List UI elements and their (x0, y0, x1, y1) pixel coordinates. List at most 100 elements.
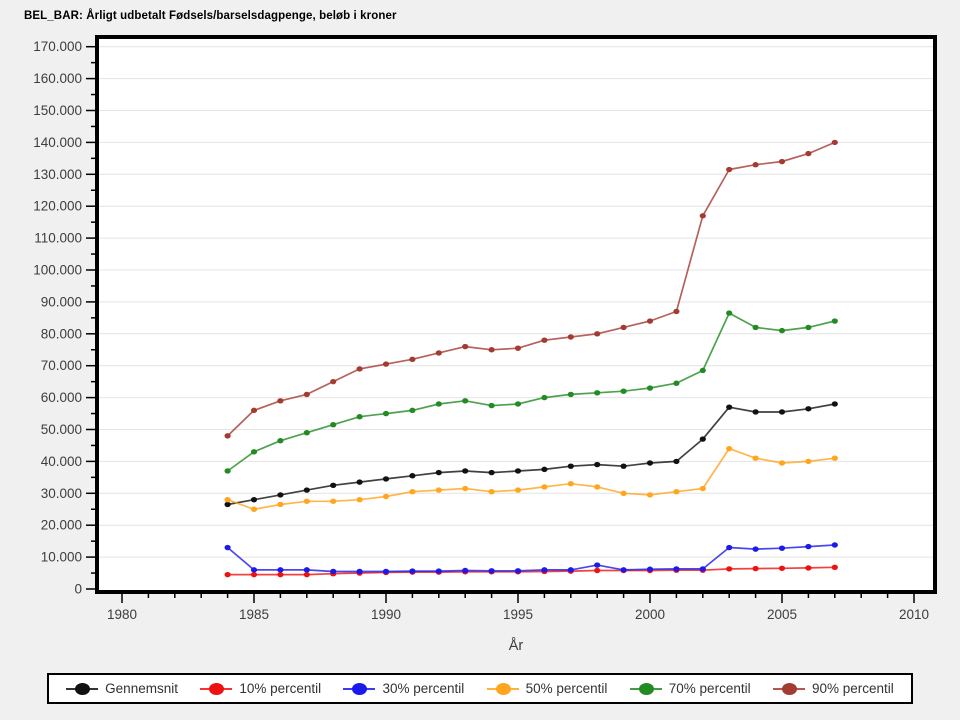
data-point-30-percentil (514, 568, 522, 574)
data-point-30-percentil (382, 568, 390, 575)
data-point-70-percentil (514, 401, 522, 407)
data-point-90-percentil (673, 308, 680, 315)
data-point-gennemsnit (303, 487, 310, 493)
data-point-30-percentil (673, 566, 680, 572)
series-line-10-percentil (227, 566, 835, 576)
legend-marker-dot (209, 682, 225, 695)
y-tick-label: 130.000 (33, 167, 82, 182)
data-point-90-percentil (541, 337, 548, 343)
data-point-gennemsnit (330, 482, 337, 489)
data-point-50-percentil (435, 487, 442, 493)
data-point-30-percentil (620, 567, 627, 573)
data-point-70-percentil (541, 394, 548, 401)
y-tick-label: 140.000 (33, 135, 82, 150)
legend-label: Gennemsnit (105, 681, 178, 696)
data-point-30-percentil (726, 544, 733, 551)
data-point-90-percentil (567, 334, 574, 340)
data-point-30-percentil (594, 562, 601, 568)
data-point-90-percentil (356, 366, 363, 372)
data-point-50-percentil (831, 455, 838, 461)
data-point-70-percentil (567, 391, 574, 398)
series-line-30-percentil (227, 544, 835, 573)
y-tick-label: 150.000 (33, 103, 82, 118)
x-tick-label: 1985 (239, 607, 269, 622)
data-point-10-percentil (778, 565, 786, 571)
data-point-90-percentil (805, 150, 812, 157)
data-point-90-percentil (488, 347, 495, 353)
y-tick-label: 10.000 (41, 550, 82, 565)
data-point-30-percentil (330, 568, 337, 575)
data-point-90-percentil (330, 378, 337, 385)
legend-label: 50% percentil (525, 681, 608, 696)
data-point-30-percentil (435, 568, 442, 574)
data-point-10-percentil (594, 567, 601, 574)
legend-label: 10% percentil (239, 681, 322, 696)
plot-layers: 0 10.000 20.000 30.000 40.000 50.000 60.000 70.… (33, 35, 937, 622)
data-point-50-percentil (673, 489, 680, 495)
data-point-gennemsnit (752, 409, 759, 415)
data-point-gennemsnit (726, 404, 733, 410)
legend-marker-dot (781, 682, 797, 695)
data-point-50-percentil (409, 489, 416, 495)
data-point-30-percentil (541, 567, 548, 573)
data-point-gennemsnit (699, 436, 706, 442)
data-point-70-percentil (831, 318, 838, 324)
data-point-90-percentil (620, 324, 627, 331)
data-point-50-percentil (303, 498, 310, 504)
x-tick-label: 2010 (899, 607, 929, 622)
data-point-50-percentil (805, 458, 812, 465)
legend-marker-icon (486, 682, 519, 696)
y-tick-label: 120.000 (33, 199, 82, 214)
data-point-70-percentil (646, 385, 654, 391)
data-point-30-percentil (488, 568, 495, 574)
y-tick-label: 70.000 (41, 358, 82, 373)
data-point-10-percentil (303, 571, 310, 578)
series-line-90-percentil (227, 141, 836, 437)
data-point-gennemsnit (224, 501, 231, 508)
data-point-90-percentil (435, 350, 442, 356)
data-point-gennemsnit (435, 469, 442, 476)
legend: Gennemsnit 10% percentil 30% percentil 50% … (47, 673, 913, 704)
y-tick-label: 170.000 (33, 39, 82, 54)
data-point-70-percentil (462, 398, 469, 404)
data-point-gennemsnit (594, 461, 601, 468)
legend-item-70-percentil: 70% percentil (629, 681, 751, 696)
legend-label: 90% percentil (811, 681, 894, 696)
data-point-30-percentil (805, 543, 812, 550)
y-tick-label: 80.000 (41, 326, 82, 341)
data-point-70-percentil (673, 380, 680, 386)
data-point-50-percentil (620, 490, 627, 496)
y-tick-label: 90.000 (41, 294, 82, 309)
data-point-70-percentil (330, 422, 337, 428)
legend-item-90-percentil: 90% percentil (772, 681, 894, 696)
data-point-70-percentil (382, 410, 390, 417)
data-point-70-percentil (778, 327, 786, 334)
data-point-30-percentil (752, 546, 759, 552)
legend-marker-icon (200, 682, 233, 696)
data-point-50-percentil (514, 487, 522, 493)
y-tick-label: 160.000 (33, 71, 82, 86)
data-point-gennemsnit (356, 479, 363, 485)
data-point-30-percentil (462, 567, 469, 574)
x-tick-label: 1980 (107, 607, 137, 622)
data-point-50-percentil (567, 481, 574, 487)
data-point-10-percentil (277, 571, 284, 578)
chart-title: BEL_BAR: Årligt udbetalt Fødsels/barsels… (24, 10, 397, 22)
data-point-50-percentil (382, 493, 390, 500)
data-point-70-percentil (250, 449, 258, 455)
data-point-gennemsnit (541, 466, 548, 473)
data-point-70-percentil (805, 324, 812, 331)
data-point-10-percentil (752, 565, 759, 572)
data-point-50-percentil (224, 496, 231, 503)
data-point-90-percentil (752, 162, 759, 168)
data-point-30-percentil (277, 567, 284, 573)
legend-marker-icon (343, 682, 376, 696)
data-point-gennemsnit (462, 468, 469, 474)
series-line-gennemsnit (227, 403, 835, 506)
data-point-gennemsnit (646, 460, 654, 466)
y-tick-label: 50.000 (41, 422, 82, 437)
x-tick-label: 1990 (371, 607, 401, 622)
data-point-50-percentil (752, 455, 759, 461)
data-point-90-percentil (594, 331, 601, 337)
data-point-70-percentil (699, 367, 706, 374)
